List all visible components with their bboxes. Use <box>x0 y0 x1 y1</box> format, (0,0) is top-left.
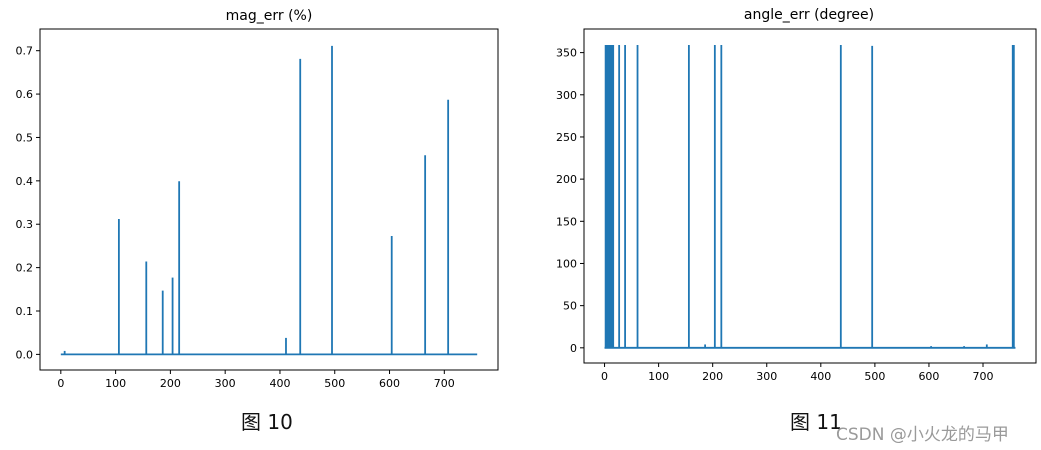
mag-err-x-tick-label: 500 <box>324 377 345 390</box>
figure-caption-left: 图 10 <box>241 410 293 434</box>
mag-err-x-tick-label: 600 <box>379 377 400 390</box>
mag-err-y-tick-label: 0.5 <box>16 131 34 144</box>
mag-err-x-tick-label: 400 <box>269 377 290 390</box>
angle-err-chart: angle_err (degree) 0 100 200 300 400 500 600 70… <box>556 7 1037 383</box>
angle-err-x-tick-label: 200 <box>702 370 723 383</box>
mag-err-x-tick-label: 100 <box>105 377 126 390</box>
angle-err-x-tick-label: 300 <box>756 370 777 383</box>
angle-err-chart-title: angle_err (degree) <box>744 7 874 23</box>
mag-err-x-tick-label: 700 <box>434 377 455 390</box>
mag-err-y-tick-label: 0.2 <box>16 262 34 275</box>
mag-err-y-tick-label: 0.3 <box>16 218 34 231</box>
angle-err-x-tick-label: 500 <box>864 370 885 383</box>
mag-err-y-tick-label: 0.6 <box>16 88 34 101</box>
mag-err-plot-frame <box>39 28 499 371</box>
figure-caption-right: 图 11 <box>790 410 842 434</box>
angle-err-y-tick-label: 200 <box>556 173 577 186</box>
mag-err-y-tick-label: 0.7 <box>16 45 34 58</box>
angle-err-y-tick-label: 300 <box>556 89 577 102</box>
angle-err-x-tick-label: 0 <box>601 370 608 383</box>
angle-err-x-tick-label: 400 <box>810 370 831 383</box>
watermark: CSDN @小火龙的马甲 <box>836 425 1009 445</box>
mag-err-chart-title: mag_err (%) <box>226 8 313 24</box>
angle-err-plot-frame <box>583 28 1037 364</box>
angle-err-y-tick-label: 150 <box>556 215 577 228</box>
angle-err-y-tick-label: 50 <box>563 300 577 313</box>
angle-err-x-tick-label: 600 <box>918 370 939 383</box>
angle-err-y-tick-label: 350 <box>556 47 577 60</box>
mag-err-y-tick-label: 0.4 <box>16 175 34 188</box>
mag-err-y-tick-label: 0.1 <box>16 305 34 318</box>
mag-err-x-tick-label: 300 <box>215 377 236 390</box>
mag-err-x-tick-label: 200 <box>160 377 181 390</box>
mag-err-x-tick-label: 0 <box>57 377 64 390</box>
mag-err-chart: mag_err (%) 0 100 200 300 400 500 600 700 0.0 0.1… <box>16 8 499 390</box>
angle-err-y-tick-label: 250 <box>556 131 577 144</box>
angle-err-y-tick-label: 0 <box>570 342 577 355</box>
angle-err-x-tick-label: 700 <box>973 370 994 383</box>
angle-err-x-tick-label: 100 <box>648 370 669 383</box>
angle-err-y-tick-label: 100 <box>556 257 577 270</box>
mag-err-y-tick-label: 0.0 <box>16 348 34 361</box>
